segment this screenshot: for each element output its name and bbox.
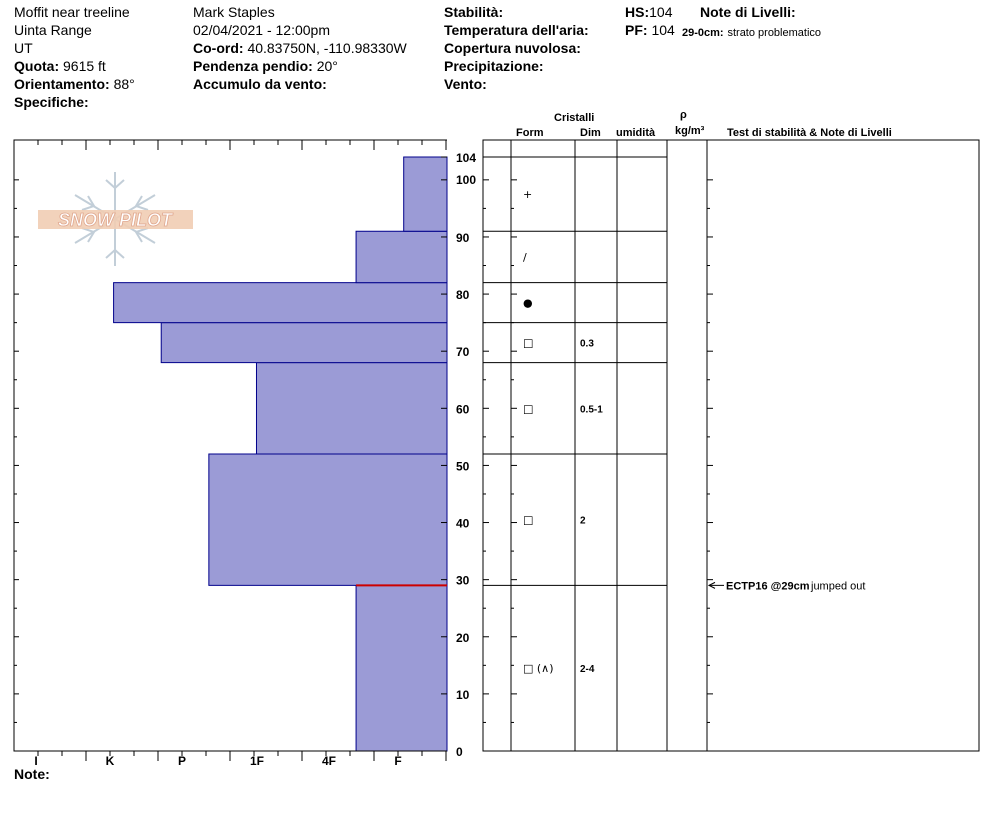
wind-label: Vento: — [444, 76, 487, 92]
hs: HS:104 — [625, 4, 673, 20]
hardness-label: I — [34, 754, 37, 768]
stability-label: Stabilità: — [444, 4, 504, 20]
specifics-label: Specifiche: — [14, 94, 89, 110]
datetime: 02/04/2021 - 12:00pm — [193, 22, 330, 38]
air-temp-label: Temperatura dell'aria: — [444, 22, 589, 38]
depth-label: 100 — [456, 173, 476, 187]
depth-label: 70 — [456, 345, 470, 359]
elevation: Quota: 9615 ft — [14, 58, 106, 74]
hardness-label: K — [106, 754, 115, 768]
form-header: Form — [516, 127, 544, 139]
location: Moffit near treeline — [14, 4, 130, 20]
grain-form: □ — [523, 337, 533, 350]
test-result-note: jumped out — [810, 580, 865, 592]
grain-size: 2 — [580, 516, 586, 527]
hardness-bar — [255, 362, 448, 455]
hardness-bar — [160, 322, 448, 364]
range: Uinta Range — [14, 22, 92, 38]
layer-table-frame — [482, 139, 980, 752]
layer-note: 29-0cm: strato problematico — [682, 27, 822, 39]
depth-label: 0 — [456, 745, 463, 759]
hardness-bar — [113, 282, 448, 324]
grain-size: 0.3 — [580, 339, 594, 350]
hardness-label: F — [394, 754, 401, 768]
state: UT — [14, 40, 33, 56]
observer: Mark Staples — [193, 4, 275, 20]
hardness-label: 1F — [250, 754, 264, 768]
rho-header: ρ — [680, 109, 687, 121]
grain-form: □ — [523, 402, 533, 415]
layer-notes-label: Note di Livelli: — [700, 4, 796, 20]
depth-label: 60 — [456, 402, 470, 416]
coordinates: Co-ord: 40.83750N, -110.98330W — [193, 40, 407, 56]
moisture-header: umidità — [616, 127, 656, 139]
pf: PF: 104 — [625, 22, 675, 38]
crystals-header: Cristalli — [554, 112, 595, 124]
depth-label: 90 — [456, 231, 470, 245]
hardness-label: 4F — [322, 754, 336, 768]
depth-label: 40 — [456, 517, 470, 531]
notes-label: Note: — [14, 766, 50, 782]
cloud-label: Copertura nuvolosa: — [444, 40, 581, 56]
depth-label: 80 — [456, 288, 470, 302]
test-result-code: ECTP16 @29cm — [726, 580, 810, 592]
wind-loading-label: Accumulo da vento: — [193, 76, 327, 92]
size-header: Dim — [580, 127, 601, 139]
grain-form: + — [523, 188, 532, 201]
depth-label: 10 — [456, 688, 470, 702]
slope: Pendenza pendio: 20° — [193, 58, 338, 74]
hardness-bar — [355, 230, 448, 284]
hardness-bar — [208, 453, 448, 586]
hardness-bar — [355, 584, 448, 752]
grain-size: 0.5-1 — [580, 404, 603, 415]
depth-label: 104 — [456, 151, 476, 165]
grain-form: □ (∧) — [523, 662, 554, 675]
grain-size: 2-4 — [580, 664, 595, 675]
grain-form: □ — [523, 514, 533, 527]
depth-label: 20 — [456, 631, 470, 645]
hardness-label: P — [178, 754, 186, 768]
depth-label: 30 — [456, 574, 470, 588]
hardness-bar — [403, 156, 448, 232]
grain-form: / — [523, 251, 527, 264]
aspect: Orientamento: 88° — [14, 76, 135, 92]
density-unit-header: kg/m³ — [675, 125, 705, 137]
precip-label: Precipitazione: — [444, 58, 544, 74]
test-arrow-head — [707, 581, 716, 589]
grain-form: ● — [523, 297, 533, 310]
stability-notes-header: Test di stabilità & Note di Livelli — [727, 127, 892, 139]
depth-label: 50 — [456, 459, 470, 473]
